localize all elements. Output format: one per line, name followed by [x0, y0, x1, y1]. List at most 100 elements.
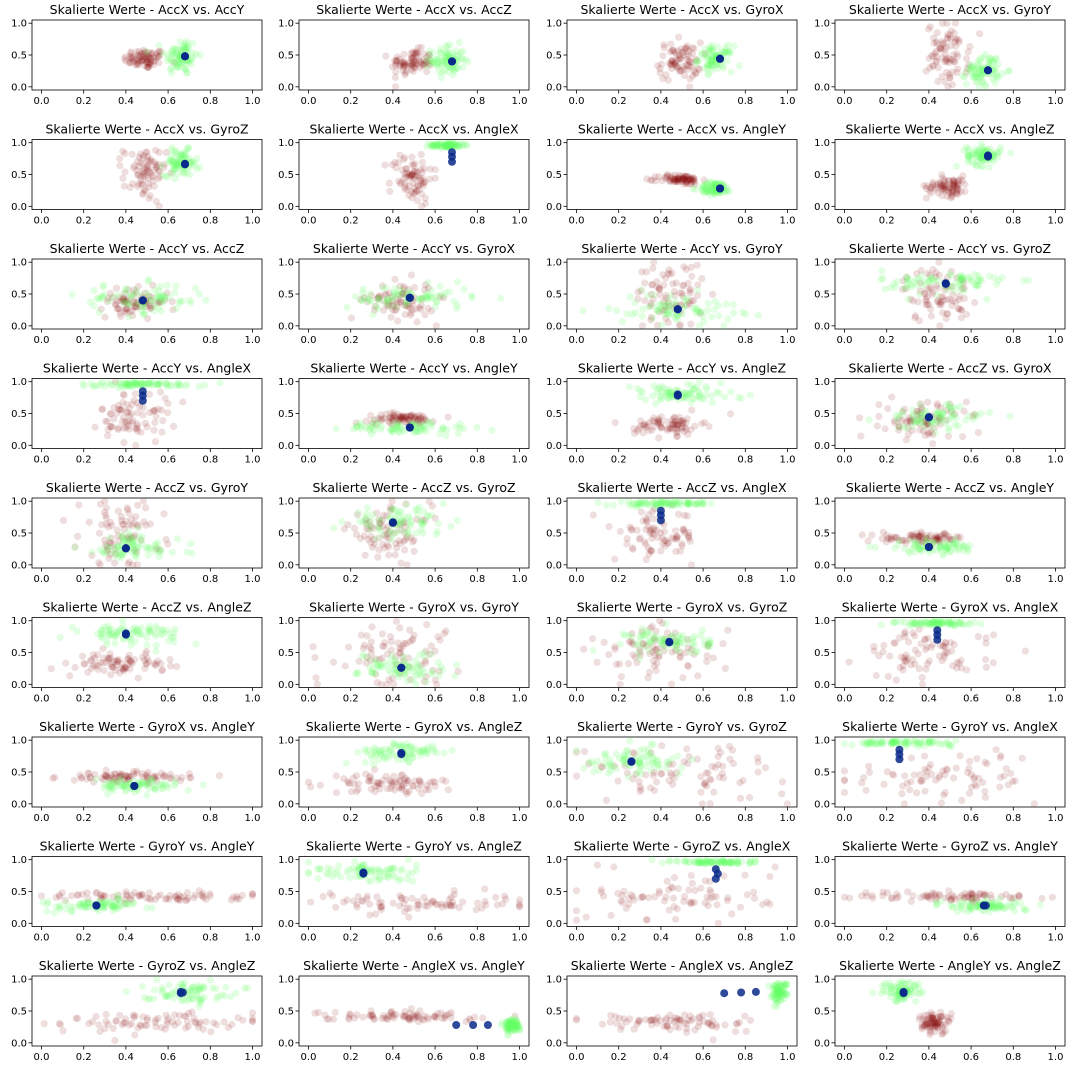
scatter-point-cluster-1: [159, 417, 167, 425]
scatter-point-cluster-1: [679, 175, 687, 183]
scatter-point-cluster-1: [926, 183, 935, 191]
scatter-point-cluster-1: [637, 287, 645, 295]
scatter-point-cluster-2: [977, 54, 985, 62]
scatter-point-cluster-2: [701, 45, 709, 53]
scatter-point-cluster-1: [685, 173, 693, 181]
scatter-point-cluster-1: [129, 180, 137, 188]
scatter-point-cluster-1: [417, 180, 425, 189]
scatter-point-cluster-2: [402, 301, 410, 309]
scatter-point-cluster-1: [410, 547, 418, 555]
scatter-point-cluster-1: [85, 518, 93, 526]
scatter-point-cluster-2: [95, 295, 103, 303]
points-layer: [116, 143, 204, 210]
scatter-point-cluster-1: [431, 778, 439, 786]
scatter-point-cluster-1: [902, 285, 910, 293]
scatter-point-cluster-1: [949, 297, 957, 305]
scatter-point-cluster-2: [176, 297, 184, 305]
scatter-point-cluster-1: [385, 551, 393, 559]
scatter-point-cluster-1: [411, 62, 420, 70]
scatter-point-cluster-1: [892, 676, 900, 684]
scatter-point-cluster-2: [723, 183, 731, 191]
scatter-point-cluster-2: [383, 298, 391, 306]
scatter-point-cluster-2: [382, 299, 390, 307]
scatter-point-cluster-1: [119, 174, 127, 182]
scatter-point-cluster-1: [667, 60, 675, 68]
scatter-point-cluster-1: [147, 51, 155, 59]
scatter-point-cluster-1: [670, 58, 678, 67]
scatter-point-cluster-2: [978, 277, 986, 285]
scatter-point-cluster-1: [675, 178, 683, 186]
scatter-point-cluster-1: [332, 772, 340, 780]
scatter-point-cluster-1: [167, 662, 175, 670]
y-tick-label: 1.0: [278, 138, 294, 149]
scatter-point-cluster-1: [937, 46, 945, 54]
scatter-point-cluster-2: [164, 158, 173, 166]
scatter-point-cluster-2: [375, 296, 383, 304]
scatter-point-cluster-1: [941, 177, 949, 185]
scatter-point-cluster-2: [930, 277, 939, 285]
scatter-point-cluster-1: [134, 60, 142, 68]
scatter-point-cluster-2: [134, 381, 142, 389]
scatter-point-cluster-1: [417, 59, 425, 67]
scatter-point-cluster-2: [977, 140, 986, 148]
scatter-point-cluster-1: [940, 296, 948, 304]
scatter-point-cluster-1: [127, 48, 135, 56]
y-tick-label: 1.0: [814, 258, 830, 269]
scatter-point-cluster-1: [133, 59, 141, 67]
scatter-point-cluster-1: [119, 413, 128, 421]
scatter-point-cluster-1: [388, 63, 397, 71]
scatter-point-cluster-1: [119, 294, 127, 302]
scatter-point-cluster-2: [699, 312, 707, 320]
scatter-point-cluster-2: [169, 158, 177, 166]
scatter-point-cluster-1: [396, 62, 404, 70]
scatter-point-cluster-1: [649, 295, 657, 303]
scatter-point-cluster-1: [312, 674, 320, 682]
scatter-point-cluster-1: [108, 521, 116, 530]
scatter-point-cluster-1: [686, 176, 694, 184]
points-layer: [343, 271, 505, 329]
scatter-point-cluster-1: [949, 56, 957, 64]
scatter-point-cluster-1: [186, 773, 194, 782]
scatter-point-cluster-1: [958, 276, 966, 284]
scatter-point-cluster-2: [428, 143, 436, 151]
scatter-point-cluster-1: [133, 171, 141, 179]
scatter-point-cluster-2: [708, 62, 717, 70]
y-tick-label: 0.0: [11, 202, 27, 213]
scatter-point-cluster-1: [377, 780, 386, 788]
scatter-point-cluster-1: [143, 659, 151, 668]
scatter-point-cluster-1: [670, 176, 678, 184]
scatter-point-cluster-2: [449, 142, 457, 150]
scatter-point-cluster-2: [994, 60, 1002, 68]
scatter-point-cluster-1: [958, 306, 966, 314]
scatter-point-cluster-2: [457, 55, 465, 63]
points-layer: [922, 20, 1013, 90]
scatter-point-cluster-2: [167, 64, 175, 72]
scatter-point-cluster-2: [981, 50, 990, 59]
scatter-point-cluster-2: [98, 378, 106, 386]
y-tick-label: 0.5: [278, 170, 294, 181]
scatter-point-cluster-1: [100, 667, 108, 675]
scatter-point-cluster-1: [170, 58, 178, 67]
x-tick-label: 0.4: [653, 455, 669, 466]
scatter-point-cluster-2: [100, 281, 108, 289]
scatter-point-cluster-2: [164, 54, 173, 62]
scatter-point-cluster-2: [173, 45, 182, 54]
y-tick-label: 0.5: [11, 768, 27, 779]
subplot-title: Skalierte Werte - AccY vs. GyroY: [581, 241, 783, 256]
scatter-point-cluster-2: [422, 56, 431, 64]
scatter-point-cluster-2: [429, 141, 437, 149]
y-tick-label: 0.0: [814, 202, 830, 213]
scatter-point-cluster-1: [930, 62, 938, 70]
scatter-point-cluster-1: [418, 158, 426, 166]
scatter-point-cluster-1: [400, 290, 408, 298]
scatter-point-cluster-1: [433, 680, 441, 688]
scatter-point-cluster-1: [391, 56, 399, 64]
scatter-point-cluster-2: [589, 646, 597, 655]
scatter-point-cluster-1: [690, 175, 698, 183]
scatter-point-cluster-1: [948, 283, 956, 291]
scatter-point-cluster-1: [154, 299, 162, 307]
scatter-point-cluster-1: [677, 66, 686, 74]
scatter-point-cluster-2: [636, 387, 644, 395]
scatter-point-cluster-2: [692, 309, 700, 317]
